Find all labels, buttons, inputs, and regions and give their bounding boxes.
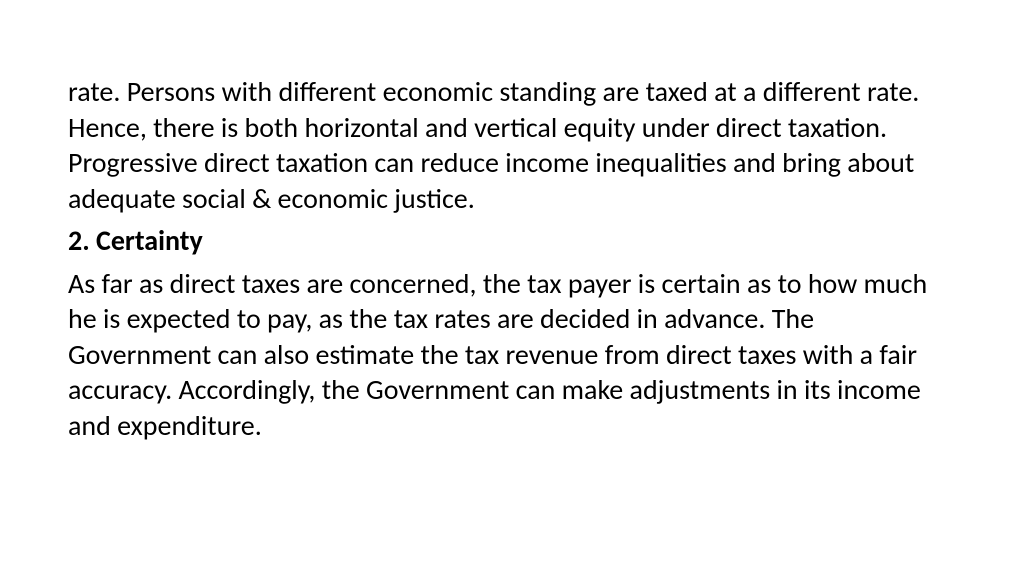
body-paragraph-1: rate. Persons with different economic st… bbox=[68, 74, 956, 216]
body-paragraph-2: As far as direct taxes are concerned, th… bbox=[68, 266, 956, 444]
section-heading-certainty: 2. Certainty bbox=[68, 223, 956, 259]
